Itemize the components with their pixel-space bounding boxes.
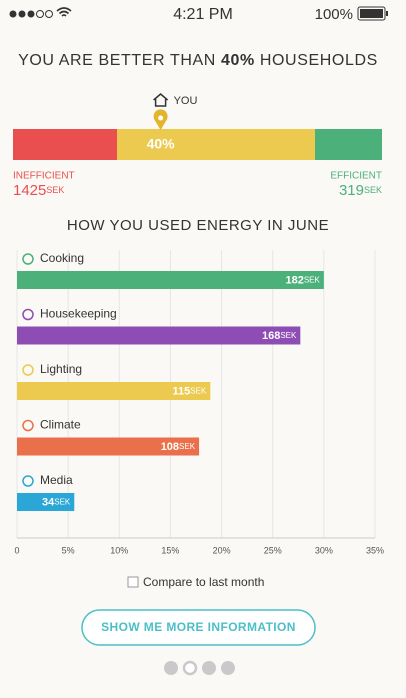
inefficient-label: INEFFICIENT: [13, 171, 75, 182]
amount: 168: [262, 330, 280, 342]
x-tick-label: 10%: [110, 545, 128, 555]
page-dot[interactable]: [221, 661, 235, 675]
you-label: YOU: [174, 95, 198, 107]
page-dot[interactable]: [164, 661, 178, 675]
checkbox[interactable]: [127, 576, 139, 588]
more-info-button[interactable]: [81, 609, 316, 646]
page-dot[interactable]: [202, 661, 216, 675]
category-icon: [22, 308, 34, 321]
time: 4:21 PM: [173, 6, 233, 23]
bar: [17, 493, 75, 511]
unit: SEK: [280, 331, 297, 340]
bar-label: 34SEK: [42, 496, 71, 508]
bar-label: 168SEK: [262, 330, 297, 342]
category-label: Climate: [40, 418, 81, 432]
bar-label: 182SEK: [285, 274, 320, 286]
amount: 115: [173, 385, 191, 397]
bar: [17, 326, 301, 345]
unit: SEK: [364, 185, 382, 195]
category-icon: [22, 364, 34, 376]
battery-text: 100%: [315, 6, 353, 23]
signal: [9, 7, 72, 18]
x-tick-label: 30%: [315, 545, 333, 555]
page-dots: [164, 660, 235, 676]
x-tick-label: 35%: [366, 545, 384, 555]
category-icon: [22, 475, 34, 487]
bar-label: 108SEK: [161, 441, 196, 453]
gauge-value-label: 40%: [147, 136, 176, 152]
gauge: YOU 40%: [13, 93, 382, 160]
header-title: YOU ARE BETTER THAN 40% HOUSEHOLDS: [18, 52, 378, 69]
efficient-amount: 319SEK: [339, 182, 382, 199]
title-text: HOUSEHOLDS: [255, 52, 378, 69]
inefficient-amount: 1425SEK: [13, 182, 64, 199]
page-dot-active[interactable]: [182, 660, 198, 676]
unit: SEK: [46, 185, 64, 195]
battery-icon: [357, 6, 388, 21]
unit: SEK: [304, 276, 321, 285]
x-tick-label: 20%: [213, 545, 231, 555]
amount: 319: [339, 182, 364, 199]
gauge-yellow: [117, 129, 315, 160]
category-icon: [22, 253, 34, 265]
unit: SEK: [54, 498, 71, 507]
bar: [17, 271, 324, 289]
amount: 1425: [13, 182, 46, 199]
bar-label: 115SEK: [173, 385, 207, 397]
amount: 108: [161, 441, 179, 453]
amount: 182: [285, 274, 303, 286]
efficient-label: EFFICIENT: [330, 171, 382, 182]
gauge-green: [315, 129, 382, 160]
title-text: YOU ARE BETTER THAN: [18, 52, 221, 69]
gauge-marker: YOU 40%: [147, 93, 198, 152]
compare-label[interactable]: Compare to last month: [143, 575, 264, 589]
chart-title: HOW YOU USED ENERGY IN JUNE: [67, 217, 329, 234]
x-tick-label: 25%: [264, 545, 282, 555]
unit: SEK: [179, 442, 196, 451]
category-icon: [22, 419, 34, 432]
x-tick-label: 0: [14, 545, 19, 555]
unit: SEK: [190, 387, 207, 396]
category-label: Housekeeping: [40, 307, 117, 321]
house-icon: [153, 93, 169, 107]
bar: [17, 437, 200, 456]
amount: 34: [42, 496, 55, 508]
gauge-red: [13, 129, 117, 160]
more-info-label[interactable]: SHOW ME MORE INFORMATION: [101, 620, 296, 634]
category-label: Media: [40, 473, 73, 487]
bar: [17, 382, 211, 400]
category-label: Lighting: [40, 362, 82, 376]
pin-hole: [158, 115, 164, 121]
x-tick-label: 15%: [161, 545, 179, 555]
x-tick-label: 5%: [62, 545, 75, 555]
title-highlight: 40%: [221, 52, 255, 69]
category-label: Cooking: [40, 251, 84, 265]
bar-chart: 0 5% 10% 15% 20% 25% 30% 35%Cooking182SEKHousek…: [14, 250, 384, 555]
